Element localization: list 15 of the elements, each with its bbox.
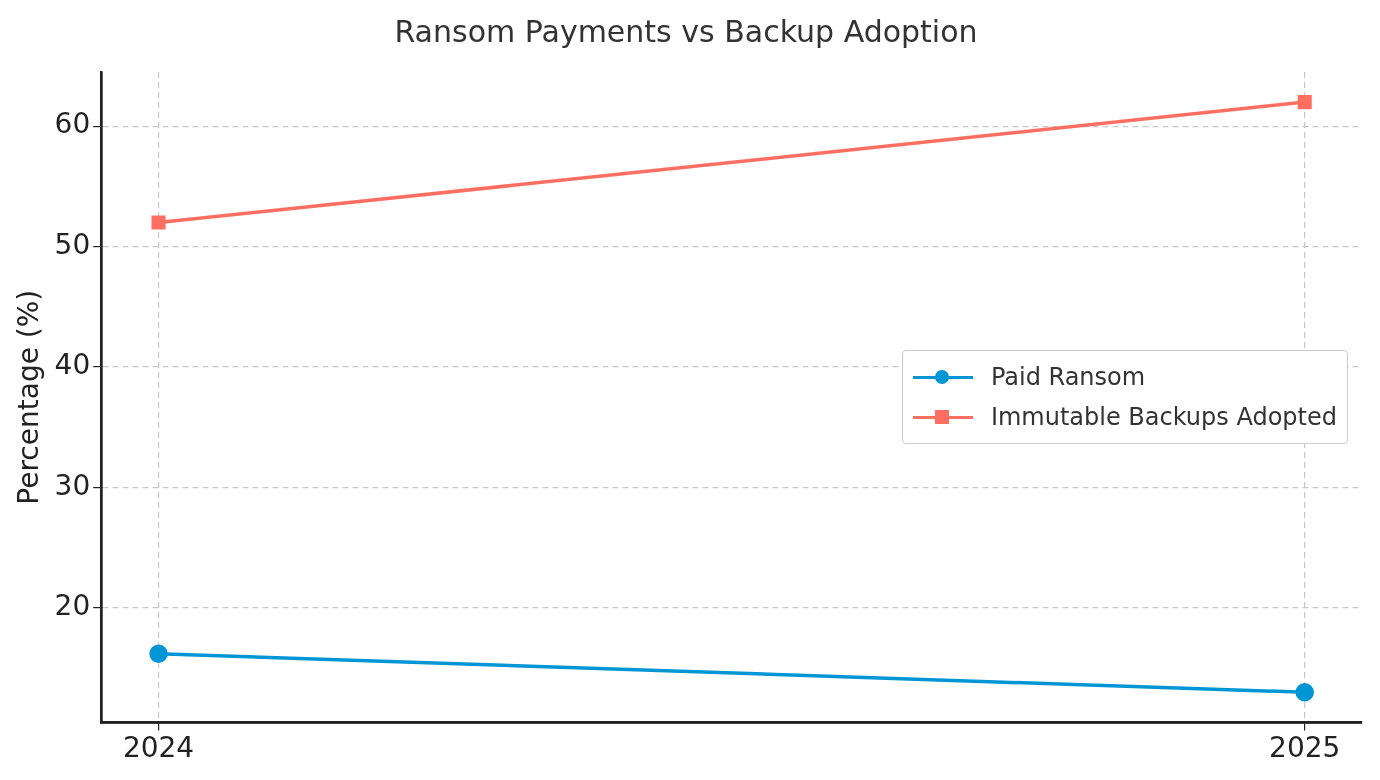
- y-tick-label: 30: [54, 468, 91, 502]
- y-tick-label: 60: [54, 107, 91, 141]
- y-tick-label: 20: [54, 589, 91, 623]
- y-axis-title: Percentage (%): [12, 289, 46, 505]
- legend-label: Immutable Backups Adopted: [990, 403, 1337, 432]
- y-tick-label: 40: [54, 348, 91, 382]
- chart-title: Ransom Payments vs Backup Adoption: [394, 13, 978, 49]
- point: [149, 644, 168, 663]
- x-tick-label: 2024: [122, 731, 195, 765]
- point: [1295, 683, 1314, 702]
- legend-label: Paid Ransom: [990, 363, 1146, 392]
- y-tick-label: 50: [54, 227, 91, 261]
- point: [1297, 95, 1312, 110]
- x-tick-label: 2025: [1269, 731, 1341, 765]
- point: [151, 215, 166, 230]
